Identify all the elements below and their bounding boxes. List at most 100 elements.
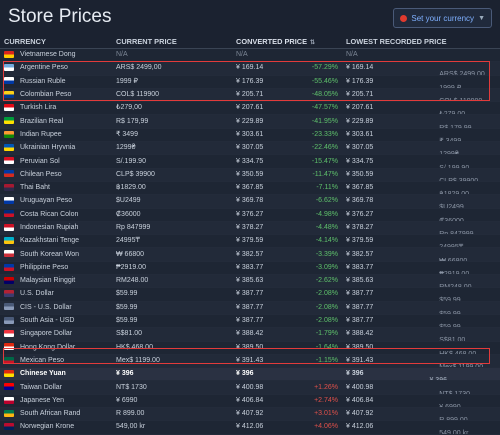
- currency-cell: Peruvian Sol: [0, 154, 112, 169]
- current-price-cell: NT$ 1730: [112, 380, 232, 395]
- converted-price: ¥ 303.61: [236, 130, 264, 138]
- converted-price-cell: ¥ 307.05 -22.46%: [232, 141, 342, 156]
- col-header-converted-price[interactable]: CONVERTED PRICE ⇅: [232, 35, 342, 49]
- lowest-price: ¥ 367.85: [346, 184, 374, 192]
- currency-name: Mexican Peso: [20, 356, 64, 364]
- currency-cell: Costa Rican Colon: [0, 208, 112, 222]
- current-price-cell: $59.99: [112, 301, 232, 315]
- converted-price: ¥ 379.59: [236, 237, 264, 245]
- price-difference: -3.39%: [315, 250, 338, 258]
- currency-cell: South Korean Won: [0, 247, 112, 262]
- converted-price: ¥ 376.27: [236, 210, 264, 218]
- lowest-local-price: 1999 ₽: [439, 84, 462, 89]
- lowest-price-cell: N/A: [342, 48, 500, 63]
- currency-name: South Asia - USD: [20, 317, 75, 325]
- converted-price-cell: ¥ 387.77 -2.08%: [232, 314, 342, 329]
- lowest-price-cell: ¥ 412.06 549,00 kr: [342, 420, 500, 435]
- currency-cell: Chilean Peso: [0, 168, 112, 182]
- converted-price-cell: ¥ 389.50 -1.64%: [232, 341, 342, 355]
- currency-cell: South Asia - USD: [0, 314, 112, 329]
- lowest-price-cell: ¥ 169.14 ARS$ 2499,00: [342, 61, 500, 76]
- converted-price-cell: ¥ 303.61 -23.33%: [232, 128, 342, 143]
- price-difference: -2.62%: [315, 277, 338, 285]
- currency-cell: Thai Baht: [0, 181, 112, 196]
- flag-icon: [4, 330, 14, 338]
- lowest-local-price: Mex$ 1199.00: [439, 363, 484, 368]
- col-header-current-price[interactable]: CURRENT PRICE: [112, 35, 232, 49]
- lowest-local-price: ¥ 396: [429, 377, 448, 381]
- converted-price: ¥ 391.43: [236, 356, 264, 364]
- current-price-cell: Mex$ 1199.00: [112, 354, 232, 369]
- converted-price: ¥ 407.92: [236, 410, 264, 418]
- converted-price: ¥ 205.71: [236, 91, 264, 99]
- flag-icon: [4, 50, 14, 58]
- lowest-price-cell: ¥ 379.59 24995₸: [342, 234, 500, 249]
- col-header-lowest-price[interactable]: LOWEST RECORDED PRICE: [342, 35, 500, 49]
- lowest-price: ¥ 387.77: [346, 290, 374, 298]
- currency-cell: Philippine Peso: [0, 261, 112, 276]
- converted-price: ¥ 369.78: [236, 197, 264, 205]
- lowest-price-cell: ¥ 176.39 1999 ₽: [342, 75, 500, 89]
- lowest-price: ¥ 207.61: [346, 104, 374, 112]
- currency-cell: Indonesian Rupiah: [0, 221, 112, 236]
- flag-icon: [4, 197, 14, 205]
- current-price-cell: ₹ 3499: [112, 128, 232, 143]
- table-row: Turkish Lira ₺279,00 ¥ 207.61 -47.57% ¥ 207.…: [0, 101, 500, 116]
- current-price-cell: $U2499: [112, 194, 232, 209]
- lowest-price-cell: ¥ 387.77 $59.99: [342, 287, 500, 302]
- converted-price: ¥ 385.63: [236, 277, 264, 285]
- converted-price: ¥ 412.06: [236, 423, 264, 431]
- currency-cell: Hong Kong Dollar: [0, 341, 112, 355]
- lowest-price-cell: ¥ 396 ¥ 396: [342, 367, 500, 382]
- currency-name: Chilean Peso: [20, 170, 62, 178]
- lowest-local-price: HK$ 468.00: [439, 350, 477, 355]
- converted-price-cell: ¥ 334.75 -15.47%: [232, 154, 342, 169]
- price-difference: -23.33%: [311, 130, 338, 138]
- converted-price-cell: ¥ 406.84 +2.74%: [232, 394, 342, 409]
- currency-name: Brazilian Real: [20, 117, 64, 125]
- price-difference: -3.09%: [315, 263, 338, 271]
- table-row: South Korean Won ₩ 66800 ¥ 382.57 -3.39% ¥ 3…: [0, 247, 500, 262]
- col-header-currency[interactable]: CURRENCY: [0, 35, 112, 49]
- table-row: Hong Kong Dollar HK$ 468.00 ¥ 389.50 -1.64%…: [0, 341, 500, 355]
- converted-price: ¥ 387.77: [236, 317, 264, 325]
- converted-price: ¥ 307.05: [236, 144, 264, 152]
- price-difference: -1.64%: [315, 343, 338, 351]
- set-currency-button[interactable]: Set your currency ▼: [393, 8, 492, 28]
- lowest-price-cell: ¥ 350.59 CLP$ 39900: [342, 168, 500, 182]
- converted-price-cell: ¥ 400.98 +1.26%: [232, 380, 342, 395]
- lowest-price: ¥ 379.59: [346, 237, 374, 245]
- lowest-local-price: $59.99: [439, 297, 461, 302]
- table-row: Uruguayan Peso $U2499 ¥ 369.78 -6.62% ¥ 369.…: [0, 194, 500, 209]
- current-price-cell: COL$ 119900: [112, 88, 232, 103]
- currency-cell: Norwegian Krone: [0, 420, 112, 435]
- table-row: Brazilian Real R$ 179,99 ¥ 229.89 -41.95% ¥ …: [0, 114, 500, 129]
- lowest-price-cell: ¥ 382.57 ₩ 66800: [342, 247, 500, 262]
- price-difference: -2.08%: [315, 317, 338, 325]
- price-difference: -1.79%: [315, 330, 338, 338]
- currency-name: Philippine Peso: [20, 263, 69, 271]
- currency-name: U.S. Dollar: [20, 290, 54, 298]
- lowest-price: ¥ 385.63: [346, 277, 374, 285]
- table-row: Peruvian Sol S/.199.90 ¥ 334.75 -15.47% ¥ 33…: [0, 154, 500, 169]
- lowest-price-cell: ¥ 334.75 S/.199.90: [342, 154, 500, 169]
- lowest-price-cell: ¥ 369.78 $U2499: [342, 194, 500, 209]
- table-row: South Asia - USD $59.99 ¥ 387.77 -2.08% ¥ 38…: [0, 314, 500, 329]
- current-price-cell: ₺279,00: [112, 101, 232, 116]
- current-price-cell: ARS$ 2499,00: [112, 61, 232, 76]
- price-difference: -48.05%: [311, 91, 338, 99]
- lowest-local-price: R$ 179,99: [439, 124, 472, 129]
- flag-icon: [4, 77, 14, 85]
- flag-icon: [4, 183, 14, 191]
- current-price-cell: R$ 179,99: [112, 114, 232, 129]
- price-difference: -57.29%: [311, 64, 338, 72]
- current-price-cell: $59.99: [112, 314, 232, 329]
- lowest-price-cell: ¥ 400.98 NT$ 1730: [342, 380, 500, 395]
- lowest-local-price: $59.99: [439, 324, 461, 328]
- currency-name: Hong Kong Dollar: [20, 343, 76, 351]
- table-row: Mexican Peso Mex$ 1199.00 ¥ 391.43 -1.15% ¥ …: [0, 354, 500, 369]
- currency-cell: Vietnamese Dong: [0, 48, 112, 63]
- converted-price-cell: ¥ 396: [232, 367, 342, 382]
- currency-name: Russian Ruble: [20, 77, 66, 85]
- lowest-price: ¥ 307.05: [346, 144, 374, 152]
